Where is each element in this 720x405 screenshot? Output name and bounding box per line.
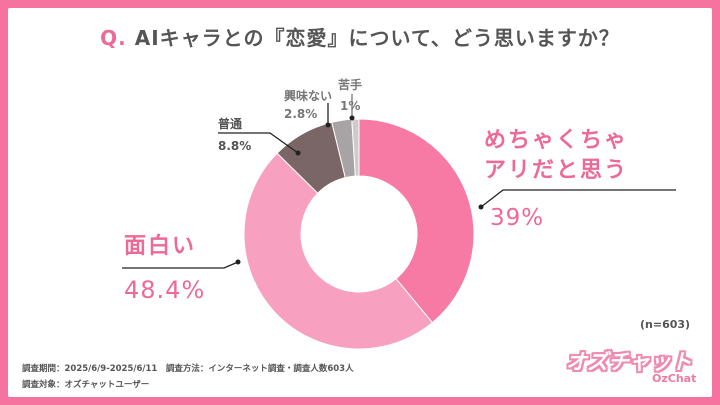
leader-dot [349, 115, 355, 121]
logo-main-text: オズチャット [566, 350, 692, 374]
leader-line [218, 132, 299, 154]
ozchat-logo: オズチャット OzChat [566, 346, 696, 392]
leader-dot [478, 204, 484, 210]
label-omoshiroi-text: 面白い [124, 233, 196, 259]
label-kyoumi-nai-text: 興味ない [284, 88, 332, 103]
leader-line [480, 189, 676, 208]
label-futsuu-text: 普通 [218, 116, 242, 131]
label-mechakucha-ari-text: めちゃくちゃ [484, 128, 628, 153]
label-kyoumi-nai-value: 2.8% [284, 107, 317, 121]
label-mechakucha-ari-value: 39% [490, 205, 544, 231]
label-nigate-text: 苦手 [338, 77, 362, 92]
leader-dot [325, 122, 331, 128]
label-omoshiroi-value: 48.4% [124, 276, 205, 304]
survey-info-line1: 調査期間：2025/6/9-2025/6/11 調査方法：インターネット調査・調… [22, 364, 354, 374]
question-marker: Q. [100, 26, 127, 50]
slice-omoshiroi [243, 152, 434, 350]
sample-size: (n=603) [640, 318, 691, 331]
slice-mechakucha-ari [358, 118, 475, 324]
leader-line [122, 261, 239, 269]
logo-sub-text: OzChat [652, 372, 697, 385]
chart-title: Q. AIキャラとの『恋愛』について、どう思いますか？ [0, 22, 720, 51]
leader-dot [235, 259, 241, 265]
survey-info-line2: 調査対象：オズチャットユーザー [22, 380, 150, 390]
label-futsuu-value: 8.8% [218, 139, 251, 153]
question-text: AIキャラとの『恋愛』について、どう思いますか？ [134, 26, 620, 50]
label-nigate-value: 1% [340, 99, 360, 113]
leader-dot [295, 150, 301, 156]
label-mechakucha-ari-text: アリだと思う [484, 158, 628, 183]
